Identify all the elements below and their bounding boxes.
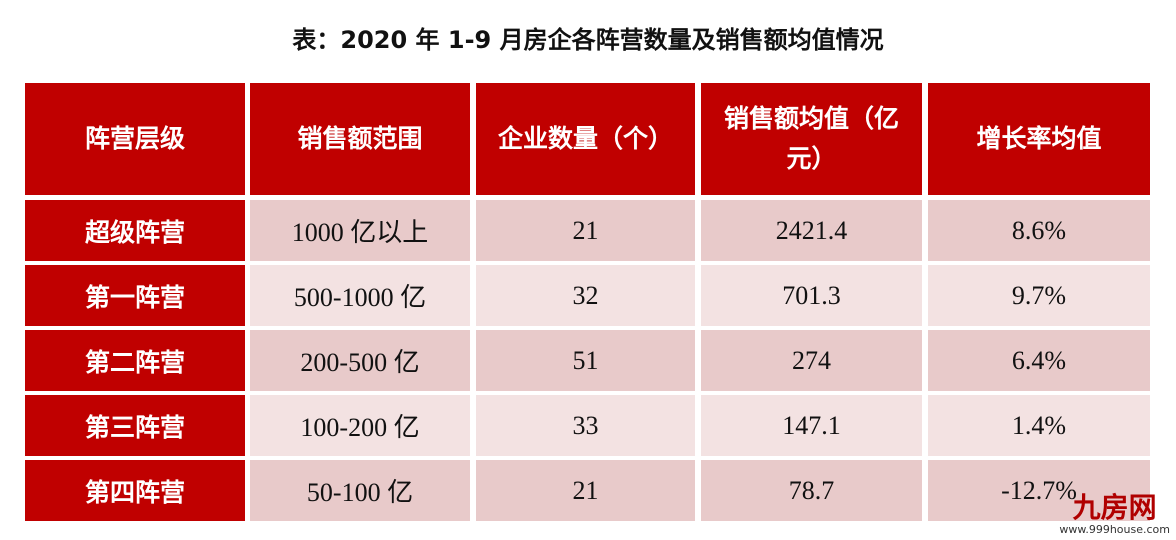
table-cell: 274 [701,330,922,391]
row-label: 第三阵营 [25,395,245,456]
table-cell: 78.7 [701,460,922,521]
table-title: 表：2020 年 1-9 月房企各阵营数量及销售额均值情况 [292,26,884,54]
table-cell: 1000 亿以上 [250,200,470,261]
watermark-url: www.999house.com [1059,523,1170,536]
table-cell: 2421.4 [701,200,922,261]
table-cell: 100-200 亿 [250,395,470,456]
header-cell: 阵营层级 [25,83,245,195]
watermark-brand: 九房网 [1072,491,1157,524]
table-cell: 32 [476,265,695,326]
table-cell: 8.6% [928,200,1150,261]
watermark: 九房网 www.999house.com [1059,491,1170,537]
table-cell: 1.4% [928,395,1150,456]
row-label: 第二阵营 [25,330,245,391]
table-cell: 500-1000 亿 [250,265,470,326]
table-cell: 33 [476,395,695,456]
row-label: 第四阵营 [25,460,245,521]
header-cell: 销售额范围 [250,83,470,195]
header-cell: 企业数量（个） [476,83,695,195]
table-cell: 147.1 [701,395,922,456]
table-cell: 50-100 亿 [250,460,470,521]
table-cell: 701.3 [701,265,922,326]
table-cell: 21 [476,460,695,521]
header-cell: 增长率均值 [928,83,1150,195]
row-label: 第一阵营 [25,265,245,326]
table-cell: 9.7% [928,265,1150,326]
table-cell: -12.7% [928,460,1150,521]
row-label: 超级阵营 [25,200,245,261]
table-cell: 21 [476,200,695,261]
table-cell: 200-500 亿 [250,330,470,391]
table-cell: 51 [476,330,695,391]
table-cell: 6.4% [928,330,1150,391]
header-cell: 销售额均值（亿元） [701,83,922,195]
